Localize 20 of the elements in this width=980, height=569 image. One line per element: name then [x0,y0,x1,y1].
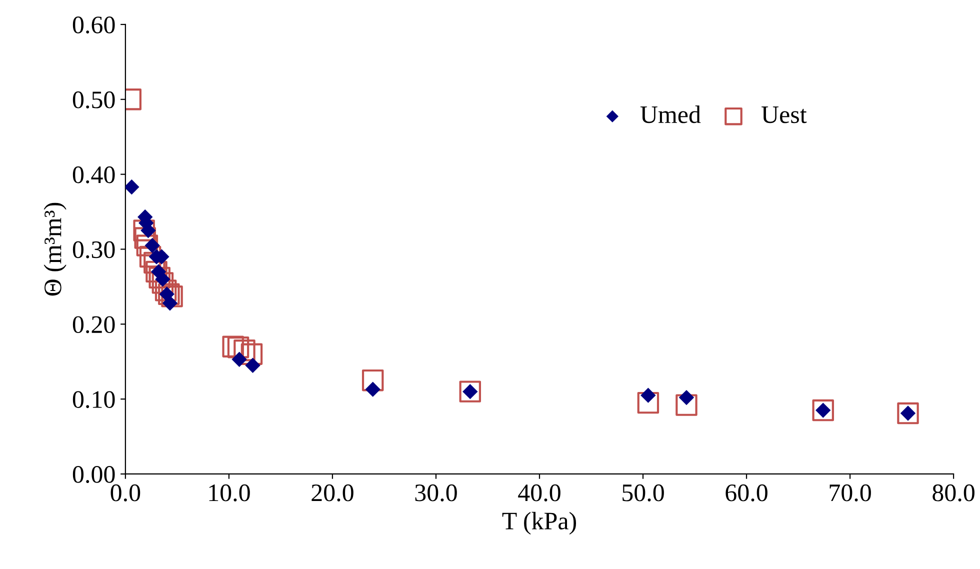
x-axis-title: T (kPa) [502,512,576,535]
y-tick-label: 0.10 [72,391,115,408]
y-tick-label: 0.30 [72,241,115,258]
x-tick-label: 30.0 [415,484,457,502]
x-tick-label: 60.0 [726,484,768,502]
x-tick-label: 80.0 [932,484,974,502]
y-tick-label: 0.40 [72,166,115,184]
y-tick-label: 0.00 [72,466,115,484]
x-tick-label: 70.0 [830,484,871,502]
x-tick-label: 10.0 [209,484,250,502]
y-tick-label: 0.60 [72,16,115,34]
x-tick-label: 40.0 [518,484,560,502]
y-axis-title: Θ (m³m³) [44,202,66,296]
y-tick-label: 0.20 [72,316,115,334]
y-tick-label: 0.50 [72,91,115,108]
x-tick-label: 50.0 [622,484,664,502]
x-tick-label: 0.0 [110,484,140,502]
legend-label: Umed [640,106,701,124]
legend-label: Uest [762,106,807,124]
x-tick-label: 20.0 [312,484,354,502]
